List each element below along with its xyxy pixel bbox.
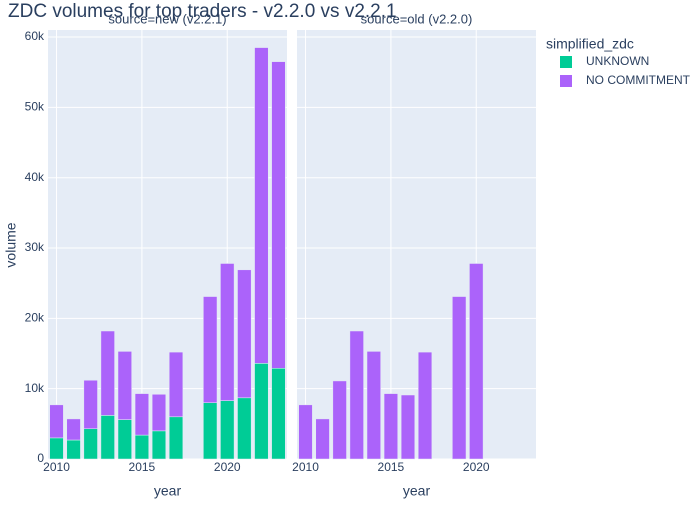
bar (452, 296, 467, 460)
x-tick-label: 2020 (214, 460, 241, 474)
x-tick-label: 2015 (129, 460, 156, 474)
facet-title: source=old (v2.2.0) (361, 11, 473, 26)
y-tick-label: 30k (25, 240, 45, 254)
bar (417, 351, 433, 460)
y-tick-label: 20k (25, 311, 45, 325)
bar (151, 430, 167, 460)
bar (100, 330, 115, 416)
bar (298, 404, 313, 460)
bar (271, 61, 286, 369)
bar (203, 402, 218, 460)
bar (134, 434, 149, 460)
bar (168, 351, 184, 418)
legend-swatch[interactable] (560, 75, 572, 87)
x-tick-label: 2020 (463, 460, 490, 474)
bar (49, 404, 64, 439)
bar (151, 394, 167, 432)
legend-label: UNKNOWN (586, 54, 649, 68)
bar (49, 437, 64, 460)
bar (220, 263, 235, 401)
x-axis-title: year (154, 483, 182, 499)
bar (469, 263, 484, 460)
legend-title: simplified_zdc (546, 36, 634, 52)
bar (237, 397, 252, 460)
bar (400, 394, 416, 460)
legend-swatch[interactable] (560, 56, 572, 68)
x-tick-label: 2010 (43, 460, 70, 474)
bar (66, 439, 81, 460)
facet-title: source=new (v2.2.1) (108, 11, 226, 26)
chart-title: ZDC volumes for top traders - v2.2.0 vs … (8, 1, 397, 22)
bar (332, 380, 347, 460)
bar (271, 368, 286, 460)
bar (203, 296, 218, 403)
y-tick-label: 0 (37, 451, 44, 465)
bar (366, 351, 381, 460)
legend-label: NO COMMITMENT (586, 73, 691, 87)
y-tick-label: 50k (25, 100, 45, 114)
bar (220, 400, 235, 460)
x-tick-label: 2010 (292, 460, 319, 474)
y-tick-label: 60k (25, 29, 45, 43)
bar (117, 351, 132, 420)
bar (383, 393, 398, 460)
bar (134, 393, 149, 436)
bar (168, 416, 184, 460)
bar (117, 419, 132, 460)
bar (83, 379, 98, 430)
bar (100, 415, 115, 460)
bar (349, 330, 364, 460)
bar (83, 428, 98, 460)
bar (254, 47, 269, 364)
bar (237, 269, 252, 399)
y-tick-label: 10k (25, 381, 45, 395)
y-tick-label: 40k (25, 170, 45, 184)
bar (254, 363, 269, 460)
x-axis-title: year (403, 483, 431, 499)
bar (315, 418, 330, 460)
y-axis-title: volume (3, 222, 19, 267)
x-tick-label: 2015 (378, 460, 405, 474)
bar (66, 418, 81, 441)
